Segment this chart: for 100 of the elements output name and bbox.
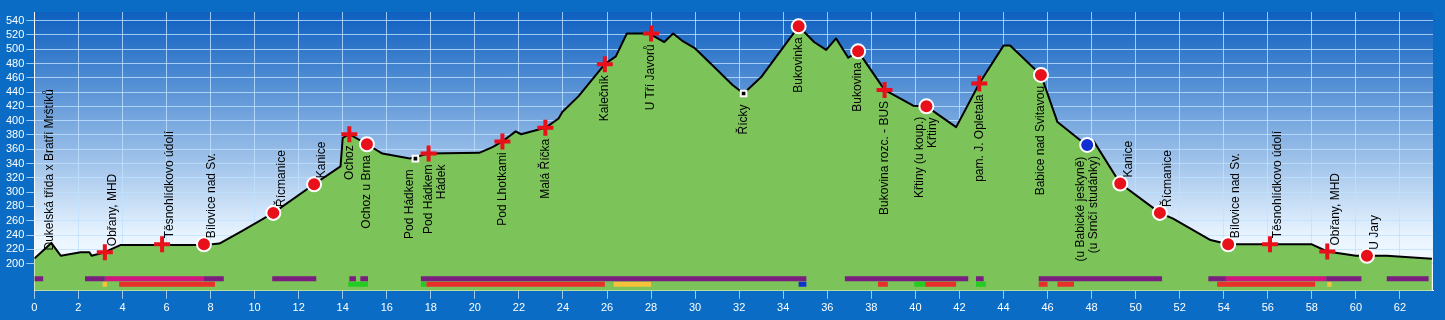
point xyxy=(1220,236,1237,253)
x-tick-label: 54 xyxy=(1217,301,1230,314)
x-tick-label: 2 xyxy=(75,301,82,314)
x-tick-label: 4 xyxy=(119,301,126,314)
annotation: Hádek xyxy=(433,163,448,200)
point xyxy=(339,124,360,145)
annotation: Ochoz u Brna xyxy=(359,154,374,229)
x-tick-label: 26 xyxy=(600,301,614,314)
point xyxy=(1032,66,1049,83)
point xyxy=(358,136,375,153)
y-tick-label: 500 xyxy=(5,42,25,55)
x-tick-label: 58 xyxy=(1305,301,1318,314)
annotation: Křtiny xyxy=(925,117,940,149)
y-tick-label: 520 xyxy=(5,27,25,40)
point xyxy=(790,18,807,35)
x-tick-label: 22 xyxy=(512,301,526,314)
x-tick-label: 12 xyxy=(292,301,305,314)
x-tick-label: 14 xyxy=(336,301,349,314)
y-tick-label: 540 xyxy=(5,13,25,26)
x-tick-label: 40 xyxy=(909,301,922,314)
annotation: Ochoz xyxy=(341,145,356,180)
point xyxy=(969,73,990,94)
point xyxy=(874,79,895,100)
annotation: Pod Hádkem xyxy=(420,164,435,234)
annotation: Řícmanice xyxy=(272,149,288,207)
y-tick-label: 400 xyxy=(5,113,25,126)
x-tick-label: 62 xyxy=(1393,301,1407,314)
annotation: Těsnohlídkovo údolí xyxy=(1270,130,1285,239)
annotation: Bukovina xyxy=(850,62,865,112)
y-tick-label: 460 xyxy=(5,70,25,83)
x-tick-label: 6 xyxy=(163,301,170,314)
y-tick-label: 240 xyxy=(5,228,25,241)
x-tick-label: 46 xyxy=(1041,301,1054,314)
annotation: Malá Říčka xyxy=(536,138,552,199)
y-tick-label: 420 xyxy=(5,99,25,112)
annotation: U Jary xyxy=(1367,215,1382,250)
annotation: Bílovice nad Sv. xyxy=(1228,153,1243,239)
annotation: Pod Hádkem xyxy=(402,169,417,239)
point xyxy=(641,23,662,44)
annotation: Řícmanice xyxy=(1159,149,1175,207)
annotation: Bukovinka xyxy=(790,36,805,93)
y-tick-label: 220 xyxy=(5,242,25,255)
annotation: Křtiny (u koup.) xyxy=(912,116,927,199)
x-tick-label: 8 xyxy=(207,301,214,314)
y-tick-label: 260 xyxy=(5,213,25,226)
point xyxy=(850,43,867,60)
point xyxy=(1079,136,1096,153)
x-tick-label: 60 xyxy=(1349,301,1363,314)
x-tick-label: 10 xyxy=(248,301,261,314)
annotation: Bukovina rozc. - BUS xyxy=(876,100,891,215)
y-tick-label: 280 xyxy=(5,199,25,212)
point xyxy=(1112,175,1129,192)
y-tick-label: 480 xyxy=(5,56,25,69)
y-tick-label: 360 xyxy=(5,142,25,155)
point xyxy=(306,176,323,193)
x-tick-label: 56 xyxy=(1261,301,1274,314)
y-tick-label: 340 xyxy=(5,156,25,169)
annotation: Kanice xyxy=(314,141,329,179)
x-tick-label: 28 xyxy=(644,301,658,314)
annotation: Kanice xyxy=(1120,140,1135,178)
annotation: Těsnohlídkovo údolí xyxy=(162,130,177,239)
x-tick-label: 44 xyxy=(997,301,1010,314)
annotation: Babice nad Svitavou xyxy=(1033,85,1048,196)
annotation: Kalečník xyxy=(597,74,612,122)
annotation: (u Babické jeskyně) xyxy=(1072,156,1087,262)
annotation: Obřany, MHD xyxy=(105,173,120,247)
x-tick-label: 18 xyxy=(424,301,437,314)
x-tick-label: 48 xyxy=(1085,301,1098,314)
point xyxy=(535,117,556,138)
x-tick-label: 42 xyxy=(953,301,966,314)
point xyxy=(418,143,439,164)
point xyxy=(265,204,282,221)
x-tick-label: 34 xyxy=(777,301,790,314)
x-tick-label: 32 xyxy=(733,301,746,314)
y-tick-label: 380 xyxy=(5,127,25,140)
x-tick-label: 20 xyxy=(468,301,481,314)
annotation: Obřany, MHD xyxy=(1327,172,1342,246)
point xyxy=(1358,247,1375,264)
x-tick-label: 36 xyxy=(821,301,834,314)
annotation: Řícky xyxy=(734,104,750,135)
x-tick-label: 52 xyxy=(1173,301,1186,314)
annotation: Bílovice nad Sv. xyxy=(204,153,219,239)
point xyxy=(195,236,212,253)
x-tick-label: 38 xyxy=(865,301,878,314)
x-tick-label: 24 xyxy=(556,301,570,314)
point xyxy=(492,131,513,152)
annotation: pam. J. Opletala xyxy=(971,94,986,182)
point xyxy=(918,98,935,115)
annotation: Pod Lhotkami xyxy=(494,152,509,226)
y-tick-label: 200 xyxy=(5,256,25,269)
point xyxy=(594,54,615,75)
x-tick-label: 16 xyxy=(380,301,393,314)
x-tick-label: 30 xyxy=(689,301,702,314)
point xyxy=(1151,204,1168,221)
y-tick-label: 300 xyxy=(5,185,25,198)
annotation: U Tří Javorů xyxy=(643,44,658,111)
x-tick-label: 0 xyxy=(31,301,38,314)
y-tick-label: 320 xyxy=(5,170,25,183)
y-tick-label: 440 xyxy=(5,85,25,98)
x-tick-label: 50 xyxy=(1129,301,1142,314)
